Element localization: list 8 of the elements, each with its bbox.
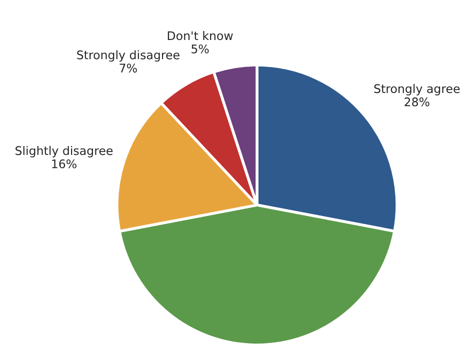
data-label: 16% bbox=[52, 159, 76, 168]
slice-label: Slightly disagree bbox=[16, 146, 113, 158]
slice-label: Strongly disagree bbox=[77, 50, 180, 62]
slice-label: Don't know bbox=[168, 31, 233, 40]
data-label: 28% bbox=[404, 97, 430, 106]
slice-label: Strongly agree bbox=[374, 84, 460, 96]
data-label: 5% bbox=[192, 44, 209, 54]
data-label: 7% bbox=[120, 64, 137, 73]
